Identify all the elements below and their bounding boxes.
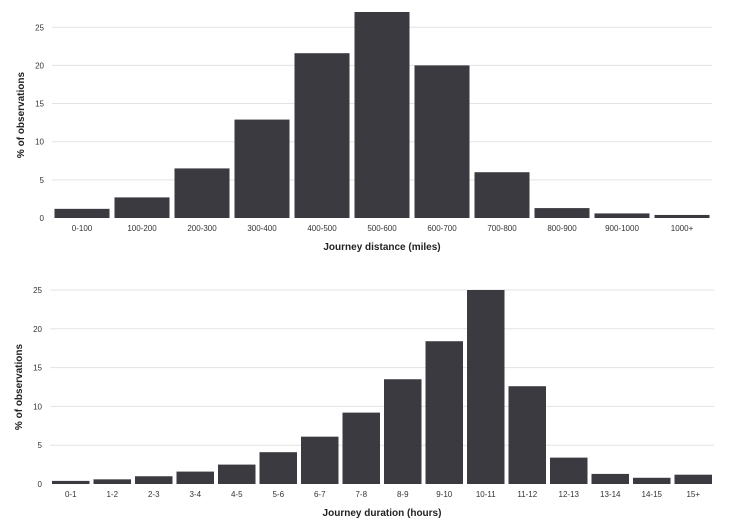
x-tick-label: 3-4	[189, 490, 201, 499]
y-tick-label: 0	[38, 480, 43, 489]
x-tick-label: 900-1000	[605, 224, 639, 233]
x-tick-label: 0-100	[72, 224, 93, 233]
bar	[414, 65, 470, 218]
x-tick-label: 13-14	[600, 490, 621, 499]
distance-histogram: 0 5 10 15 20 25 0-100 100-200 200-300 300-400 400-…	[16, 12, 712, 253]
bar	[633, 477, 671, 484]
y-tick-label: 15	[33, 364, 42, 373]
bar	[591, 473, 629, 484]
bar	[52, 480, 90, 484]
x-tick-label: 600-700	[427, 224, 457, 233]
x-axis-title: Journey distance (miles)	[323, 242, 440, 253]
x-tick-label: 100-200	[127, 224, 157, 233]
bar	[294, 53, 350, 219]
x-tick-label: 200-300	[187, 224, 217, 233]
bar	[550, 457, 588, 484]
bar	[384, 379, 422, 484]
bar	[114, 197, 170, 218]
y-tick-label: 10	[33, 402, 42, 411]
x-tick-label: 9-10	[436, 490, 453, 499]
x-tick-label: 500-600	[367, 224, 397, 233]
bar	[654, 214, 710, 218]
x-tick-label: 2-3	[148, 490, 160, 499]
x-tick-label: 12-13	[559, 490, 580, 499]
x-tick-label: 8-9	[397, 490, 409, 499]
bar	[354, 12, 410, 218]
x-tick-label: 1-2	[106, 490, 118, 499]
y-axis-title: % of observations	[14, 344, 25, 431]
bar	[234, 119, 290, 218]
x-tick-label: 5-6	[272, 490, 284, 499]
bar	[534, 208, 590, 218]
bar	[474, 172, 530, 218]
duration-histogram: 0 5 10 15 20 25 0-1 1-2 2-3 3-4 4-5 5-6 6-7 7-8 8-9 9-1…	[14, 286, 714, 519]
x-tick-label: 7-8	[355, 490, 367, 499]
bar	[135, 476, 173, 484]
x-tick-label: 1000+	[671, 224, 694, 233]
bar	[93, 479, 131, 484]
y-tick-label: 0	[40, 214, 45, 223]
y-tick-label: 20	[33, 325, 42, 334]
bar	[54, 208, 110, 218]
y-axis-title: % of observations	[16, 72, 27, 159]
bar	[259, 452, 297, 484]
x-tick-label: 15+	[686, 490, 700, 499]
y-tick-label: 25	[33, 286, 42, 295]
x-tick-label: 11-12	[517, 490, 537, 499]
y-tick-label: 20	[35, 61, 44, 70]
bar	[174, 168, 230, 218]
x-tick-label: 14-15	[642, 490, 663, 499]
bar	[176, 471, 214, 484]
bar	[342, 412, 380, 484]
bar	[674, 474, 712, 484]
y-tick-label: 25	[35, 23, 44, 32]
bar	[218, 464, 256, 484]
bar	[467, 290, 505, 484]
y-tick-label: 10	[35, 138, 44, 147]
x-tick-label: 6-7	[314, 490, 326, 499]
x-tick-label: 4-5	[231, 490, 243, 499]
x-tick-label: 800-900	[547, 224, 577, 233]
x-axis-title: Journey duration (hours)	[323, 508, 442, 519]
y-tick-label: 5	[38, 441, 43, 450]
x-tick-label: 700-800	[487, 224, 517, 233]
x-tick-label: 0-1	[65, 490, 77, 499]
y-tick-label: 15	[35, 100, 44, 109]
bar	[425, 341, 463, 484]
bar	[594, 213, 650, 218]
bar	[301, 436, 339, 484]
bar	[508, 386, 546, 484]
x-tick-label: 10-11	[476, 490, 496, 499]
x-tick-label: 300-400	[247, 224, 277, 233]
y-tick-label: 5	[40, 176, 45, 185]
x-tick-label: 400-500	[307, 224, 337, 233]
